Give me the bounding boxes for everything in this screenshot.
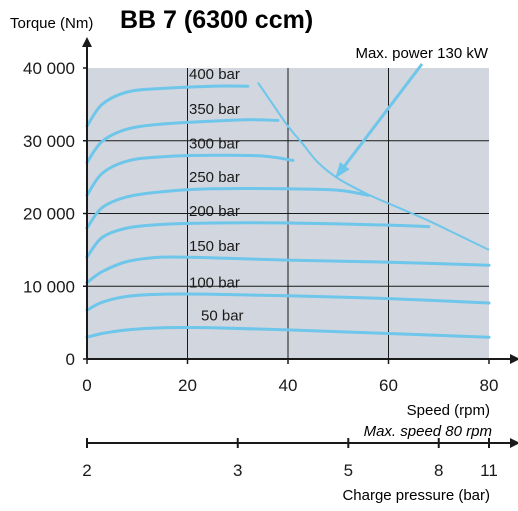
series-label: 250 bar bbox=[189, 169, 240, 186]
y-axis-label: Torque (Nm) bbox=[10, 15, 93, 32]
series-line-250-bar bbox=[85, 186, 370, 230]
torque-curves bbox=[85, 63, 491, 339]
series-line-350-bar bbox=[85, 118, 280, 165]
y-tick-label: 40 000 bbox=[23, 59, 75, 78]
series-label: 150 bar bbox=[189, 238, 240, 255]
curve-labels: 50 bar 100 bar 150 bar 200 bar 250 bar 300 ba… bbox=[189, 66, 244, 325]
series-label: 50 bar bbox=[201, 308, 244, 325]
x-tick-label: 40 bbox=[279, 376, 298, 395]
series-line-400-bar bbox=[85, 84, 250, 128]
series-line-100-bar bbox=[85, 292, 491, 312]
max-power-arrow bbox=[335, 63, 424, 179]
charge-pressure-tick-label: 5 bbox=[344, 461, 353, 480]
series-line-300-bar bbox=[85, 153, 295, 197]
series-line-200-bar bbox=[85, 221, 431, 259]
series-line-50-bar bbox=[85, 325, 491, 339]
chart-title: BB 7 (6300 ccm) bbox=[120, 6, 313, 34]
charge-pressure-tick-label: 2 bbox=[82, 461, 91, 480]
series-line-150-bar bbox=[85, 255, 491, 285]
series-label: 200 bar bbox=[189, 203, 240, 220]
charge-pressure-tick-label: 8 bbox=[434, 461, 443, 480]
axes bbox=[82, 37, 518, 448]
ticks: 0 10 000 20 000 30 000 40 000 0 20 40 60 80 2 3 5 8 11 bbox=[23, 59, 498, 480]
grid bbox=[87, 68, 489, 359]
x-tick-label: 80 bbox=[480, 376, 499, 395]
y-tick-label: 30 000 bbox=[23, 132, 75, 151]
y-tick-label: 0 bbox=[66, 350, 75, 369]
y-tick-label: 20 000 bbox=[23, 205, 75, 224]
series-label: 350 bar bbox=[189, 101, 240, 118]
y-tick-label: 10 000 bbox=[23, 277, 75, 296]
charge-pressure-tick-label: 3 bbox=[233, 461, 242, 480]
x-tick-label: 20 bbox=[178, 376, 197, 395]
max-speed-note: Max. speed 80 rpm bbox=[364, 423, 492, 440]
max-power-label: Max. power 130 kW bbox=[355, 45, 488, 62]
series-label: 400 bar bbox=[189, 66, 240, 83]
series-label: 300 bar bbox=[189, 135, 240, 152]
charge-pressure-axis-label: Charge pressure (bar) bbox=[342, 487, 490, 504]
charge-pressure-tick-label: 11 bbox=[480, 461, 498, 480]
max-power-curve bbox=[257, 82, 490, 251]
x-tick-label: 60 bbox=[379, 376, 398, 395]
series-label: 100 bar bbox=[189, 274, 240, 291]
x-tick-label: 0 bbox=[82, 376, 91, 395]
x-axis-label: Speed (rpm) bbox=[407, 402, 490, 419]
